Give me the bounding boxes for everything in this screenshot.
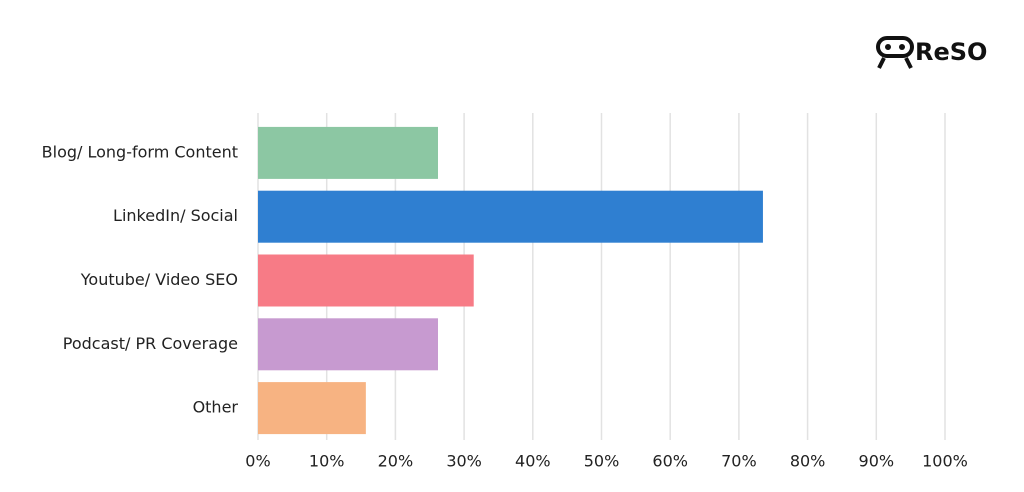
y-tick-label: Podcast/ PR Coverage: [63, 334, 238, 353]
x-tick-label: 40%: [515, 452, 551, 471]
x-tick-label: 10%: [309, 452, 345, 471]
x-tick-label: 70%: [721, 452, 757, 471]
logo-icon: [876, 36, 914, 58]
logo-legs: [877, 57, 913, 69]
x-tick-label: 90%: [859, 452, 895, 471]
y-tick-label: Blog/ Long-form Content: [42, 142, 238, 161]
x-tick-label: 0%: [245, 452, 270, 471]
y-tick-label: Other: [193, 398, 239, 417]
x-tick-label: 20%: [378, 452, 414, 471]
y-tick-label: LinkedIn/ Social: [113, 206, 238, 225]
x-tick-label: 60%: [652, 452, 688, 471]
y-tick-label: Youtube/ Video SEO: [80, 270, 238, 289]
x-tick-label: 50%: [584, 452, 620, 471]
logo: ReSO: [876, 36, 987, 69]
x-tick-label: 80%: [790, 452, 826, 471]
brand: ReSO: [915, 38, 987, 66]
bar: [258, 126, 438, 179]
logo-eye: [885, 44, 891, 50]
x-tick-label: 100%: [922, 452, 968, 471]
bar: [258, 254, 474, 307]
logo-eye: [899, 44, 905, 50]
x-tick-label: 30%: [446, 452, 482, 471]
bar: [258, 190, 763, 243]
bar: [258, 318, 438, 371]
bar: [258, 382, 366, 435]
